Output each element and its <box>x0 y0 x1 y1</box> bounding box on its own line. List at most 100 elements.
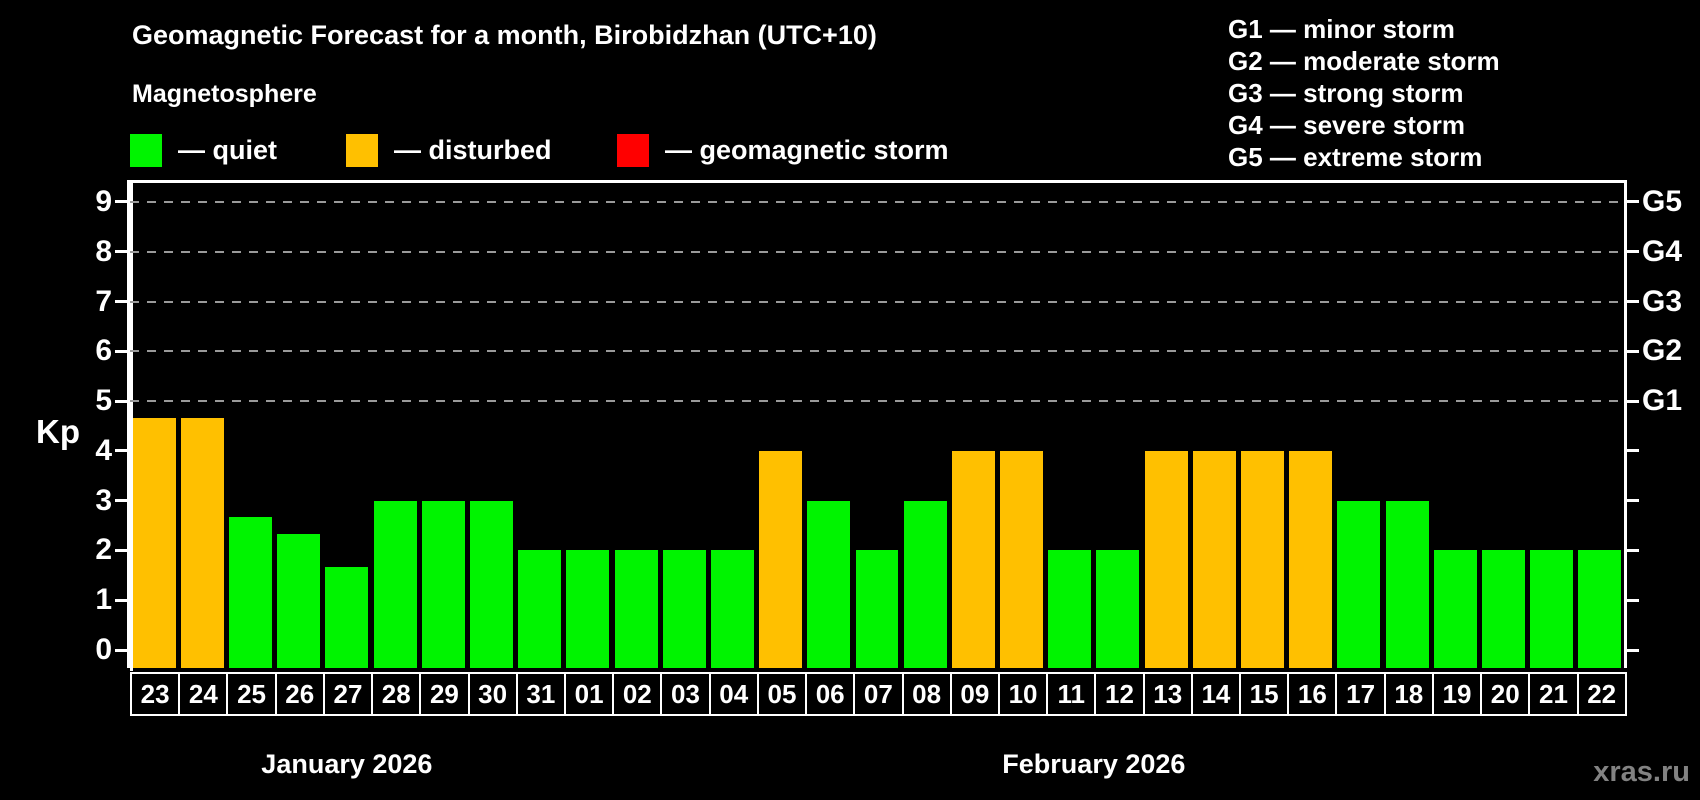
day-label-cell-09: 09 <box>949 672 1000 716</box>
kp-bar-08 <box>903 500 947 668</box>
y-tick-right-9 <box>1627 200 1639 204</box>
kp-bar-06 <box>807 500 851 668</box>
y-tick-label-7: 7 <box>95 284 112 318</box>
legend-label-quiet: — quiet <box>178 135 277 165</box>
month-labels-row: January 2026 February 2026 <box>130 746 1624 782</box>
gridline-kp9 <box>130 200 1624 203</box>
kp-bar-21 <box>1530 550 1574 668</box>
day-label-cell-01: 01 <box>563 672 615 716</box>
y-tick-right-8 <box>1627 250 1639 254</box>
day-label-cell-22: 22 <box>1576 672 1627 716</box>
y-tick-left-3 <box>115 499 127 503</box>
kp-bar-31 <box>518 550 562 668</box>
kp-bar-25 <box>228 517 272 668</box>
gridline-kp8 <box>130 250 1624 253</box>
y-tick-right-5 <box>1627 399 1639 403</box>
legend-label-disturbed: — disturbed <box>394 135 552 165</box>
day-label-cell-31: 31 <box>515 672 566 716</box>
g-legend-line: G5 — extreme storm <box>1228 142 1483 172</box>
disturbed-color-swatch <box>346 134 378 167</box>
y-tick-left-8 <box>115 250 127 254</box>
day-label-cell-26: 26 <box>274 672 325 716</box>
day-label-cell-19: 19 <box>1431 672 1483 716</box>
y-tick-label-6: 6 <box>95 334 112 368</box>
day-label-cell-04: 04 <box>708 672 759 716</box>
kp-bar-04 <box>710 550 754 668</box>
y-tick-right-4 <box>1627 449 1639 453</box>
gridline-kp6 <box>130 350 1624 353</box>
kp-bar-14 <box>1192 450 1236 668</box>
day-label-cell-18: 18 <box>1383 672 1434 716</box>
kp-bar-18 <box>1385 500 1429 668</box>
g-scale-label-G3: G3 <box>1642 284 1683 318</box>
g-scale-label-G4: G4 <box>1642 234 1683 268</box>
y-tick-left-2 <box>115 548 127 552</box>
y-tick-right-7 <box>1627 300 1639 304</box>
day-label-cell-03: 03 <box>660 672 711 716</box>
kp-bar-16 <box>1289 450 1333 668</box>
kp-bar-05 <box>759 450 803 668</box>
g-scale-label-G5: G5 <box>1642 184 1683 218</box>
kp-bar-chart-plot-area: 0 1 2 3 4 5 6 7 8 9 G1 G2 G3 G4 G5 <box>95 180 1682 671</box>
g-scale-legend: G1 — minor storm G2 — moderate storm G3 — … <box>1228 13 1500 173</box>
y-tick-label-4: 4 <box>95 433 112 467</box>
y-axis-right <box>1624 180 1627 668</box>
day-label-cell-16: 16 <box>1287 672 1338 716</box>
kp-bar-23 <box>132 417 176 668</box>
kp-bar-22 <box>1578 550 1622 668</box>
kp-bar-11 <box>1048 550 1092 668</box>
gridline-kp5 <box>130 400 1624 403</box>
day-label-cell-07: 07 <box>853 672 904 716</box>
kp-bar-13 <box>1144 450 1188 668</box>
kp-bar-09 <box>951 450 995 668</box>
g-legend-line: G2 — moderate storm <box>1228 46 1500 76</box>
kp-bar-19 <box>1433 550 1477 668</box>
kp-bar-07 <box>855 550 899 668</box>
y-tick-label-0: 0 <box>95 633 112 666</box>
g-scale-label-G2: G2 <box>1642 334 1683 368</box>
day-label-cell-12: 12 <box>1094 672 1145 716</box>
legend-item-quiet: — quiet <box>130 134 277 167</box>
day-label-cell-17: 17 <box>1335 672 1386 716</box>
watermark: xras.ru <box>1593 756 1690 788</box>
y-tick-left-9 <box>115 200 127 204</box>
kp-bar-20 <box>1482 550 1525 668</box>
y-axis-left <box>127 180 130 668</box>
legend-item-disturbed: — disturbed <box>346 134 552 167</box>
chart-title: Geomagnetic Forecast for a month, Birobi… <box>132 20 877 50</box>
legend-item-storm: — geomagnetic storm <box>617 134 949 167</box>
month-label-0: January 2026 <box>261 749 433 779</box>
y-tick-label-8: 8 <box>95 234 112 268</box>
day-label-cell-27: 27 <box>322 672 374 716</box>
y-tick-right-2 <box>1627 548 1639 552</box>
g-scale-label-G1: G1 <box>1642 384 1683 418</box>
y-tick-right-3 <box>1627 499 1639 503</box>
kp-bar-24 <box>180 417 224 668</box>
kp-bar-10 <box>1000 450 1044 668</box>
plot-top-border <box>127 180 1627 183</box>
day-label-cell-02: 02 <box>612 672 663 716</box>
kp-bar-30 <box>469 500 513 668</box>
kp-axis-title: Kp <box>36 413 80 450</box>
kp-bar-27 <box>325 566 369 668</box>
y-tick-label-5: 5 <box>95 384 112 418</box>
kp-bar-29 <box>421 500 465 668</box>
gridline-kp7 <box>130 300 1624 303</box>
kp-bar-12 <box>1096 550 1140 668</box>
month-label-1: February 2026 <box>1002 749 1186 779</box>
y-tick-right-1 <box>1627 598 1639 602</box>
y-tick-right-6 <box>1627 349 1639 353</box>
y-tick-label-9: 9 <box>95 184 112 218</box>
y-tick-right-0 <box>1627 648 1639 652</box>
day-label-cell-05: 05 <box>756 672 808 716</box>
day-axis-row: 23 24 25 26 27 28 29 30 31 01 02 03 04 05 06 07 08 09 10 11… <box>130 672 1627 716</box>
y-tick-left-0 <box>115 648 127 652</box>
day-label-cell-13: 13 <box>1142 672 1193 716</box>
y-tick-label-3: 3 <box>95 483 112 517</box>
y-tick-left-1 <box>115 598 127 602</box>
y-tick-label-1: 1 <box>95 583 112 617</box>
kp-bar-17 <box>1337 500 1381 668</box>
day-label-cell-23: 23 <box>130 672 181 716</box>
day-label-cell-20: 20 <box>1480 672 1531 716</box>
day-label-cell-29: 29 <box>419 672 470 716</box>
